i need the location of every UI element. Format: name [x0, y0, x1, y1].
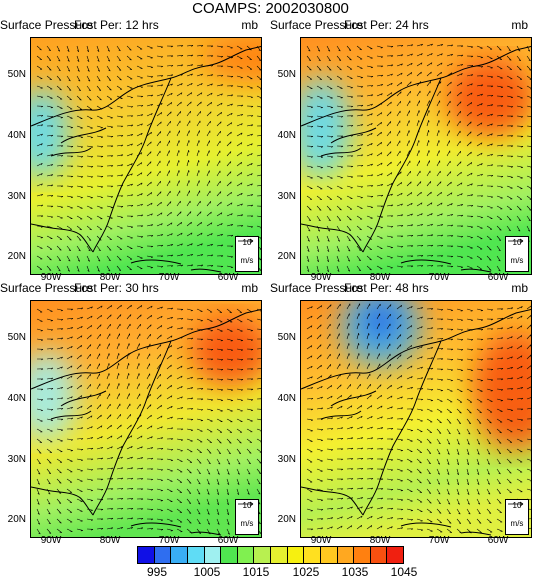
longitude-label: 60W [217, 272, 239, 283]
latitude-label: 30N [277, 454, 296, 465]
colorbar-swatch [304, 547, 321, 563]
latitude-label: 20N [7, 514, 26, 525]
panel-forecast-period: Fcst Per: 12 hrs [74, 18, 159, 32]
colorbar-swatch [138, 547, 155, 563]
reference-vector-units: m/s [510, 519, 524, 528]
pressure-wind-map: 10 m/s [300, 300, 532, 538]
colorbar-label: 1035 [341, 565, 369, 579]
latitude-label: 50N [277, 332, 296, 343]
latitude-label: 40N [277, 130, 296, 141]
colorbar-swatch [287, 547, 305, 563]
colorbar-swatch [387, 547, 403, 563]
longitude-label: 70W [428, 272, 450, 283]
pressure-colorbar [137, 546, 404, 564]
reference-vector-value: 10 [242, 501, 252, 510]
colorbar-swatch [204, 547, 222, 563]
longitude-label: 80W [369, 272, 391, 283]
longitude-label: 70W [428, 535, 450, 546]
latitude-label: 50N [7, 69, 26, 80]
colorbar-label: 1005 [193, 565, 221, 579]
colorbar-label: 995 [146, 565, 168, 579]
latitude-label: 50N [7, 332, 26, 343]
longitude-label: 80W [99, 272, 121, 283]
panel-forecast-period: Fcst Per: 24 hrs [344, 18, 429, 32]
forecast-panel: Surface Pressure Fcst Per: 48 hrs mb 10 m/s 5… [270, 281, 532, 546]
reference-arrow-icon [506, 501, 528, 519]
latitude-label: 20N [277, 251, 296, 262]
colorbar-swatch [154, 547, 172, 563]
panel-field-label: Surface Pressure [270, 281, 363, 295]
reference-vector-value: 10 [512, 501, 522, 510]
pressure-wind-map: 10 m/s [300, 37, 532, 275]
colorbar-swatch [271, 547, 288, 563]
latitude-label: 20N [7, 251, 26, 262]
colorbar-swatch [221, 547, 238, 563]
longitude-label: 80W [369, 535, 391, 546]
longitude-label: 60W [217, 535, 239, 546]
reference-vector-units: m/s [240, 256, 254, 265]
longitude-label: 70W [158, 272, 180, 283]
panel-units-label: mb [241, 18, 258, 32]
panel-units-label: mb [511, 18, 528, 32]
reference-vector-box: 10 m/s [505, 499, 529, 535]
longitude-label: 90W [40, 272, 62, 283]
latitude-label: 30N [277, 191, 296, 202]
longitude-label: 90W [40, 535, 62, 546]
reference-arrow-icon [236, 238, 258, 256]
reference-arrow-icon [236, 501, 258, 519]
forecast-panel: Surface Pressure Fcst Per: 24 hrs mb 10 m/s 5… [270, 18, 532, 283]
colorbar-label: 1025 [292, 565, 320, 579]
colorbar-swatch [237, 547, 255, 563]
longitude-label: 60W [487, 272, 509, 283]
reference-vector-box: 10 m/s [505, 236, 529, 272]
colorbar-label: 1045 [390, 565, 418, 579]
colorbar-label: 1015 [242, 565, 270, 579]
colorbar-swatch [187, 547, 205, 563]
colorbar-swatch [370, 547, 388, 563]
longitude-label: 80W [99, 535, 121, 546]
colorbar-swatch [171, 547, 188, 563]
pressure-wind-map: 10 m/s [30, 37, 262, 275]
panel-units-label: mb [241, 281, 258, 295]
longitude-label: 70W [158, 535, 180, 546]
reference-vector-units: m/s [510, 256, 524, 265]
panel-field-label: Surface Pressure [270, 18, 363, 32]
latitude-label: 20N [277, 514, 296, 525]
latitude-label: 40N [7, 393, 26, 404]
main-title: COAMPS: 2002030800 [192, 0, 349, 17]
colorbar-swatch [354, 547, 371, 563]
colorbar-swatch [337, 547, 355, 563]
panel-field-label: Surface Pressure [0, 18, 93, 32]
reference-vector-units: m/s [240, 519, 254, 528]
longitude-label: 90W [310, 535, 332, 546]
panel-field-label: Surface Pressure [0, 281, 93, 295]
colorbar-swatch [254, 547, 271, 563]
reference-vector-box: 10 m/s [235, 499, 259, 535]
reference-vector-value: 10 [512, 238, 522, 247]
forecast-panel: Surface Pressure Fcst Per: 30 hrs mb 10 m/s 5… [0, 281, 262, 546]
latitude-label: 30N [7, 191, 26, 202]
longitude-label: 90W [310, 272, 332, 283]
panel-forecast-period: Fcst Per: 48 hrs [344, 281, 429, 295]
colorbar-swatch [320, 547, 338, 563]
latitude-label: 40N [7, 130, 26, 141]
forecast-panel: Surface Pressure Fcst Per: 12 hrs mb 10 m/s 5… [0, 18, 262, 283]
longitude-label: 60W [487, 535, 509, 546]
latitude-label: 50N [277, 69, 296, 80]
panel-forecast-period: Fcst Per: 30 hrs [74, 281, 159, 295]
pressure-wind-map: 10 m/s [30, 300, 262, 538]
latitude-label: 30N [7, 454, 26, 465]
reference-vector-box: 10 m/s [235, 236, 259, 272]
panel-units-label: mb [511, 281, 528, 295]
latitude-label: 40N [277, 393, 296, 404]
reference-arrow-icon [506, 238, 528, 256]
reference-vector-value: 10 [242, 238, 252, 247]
